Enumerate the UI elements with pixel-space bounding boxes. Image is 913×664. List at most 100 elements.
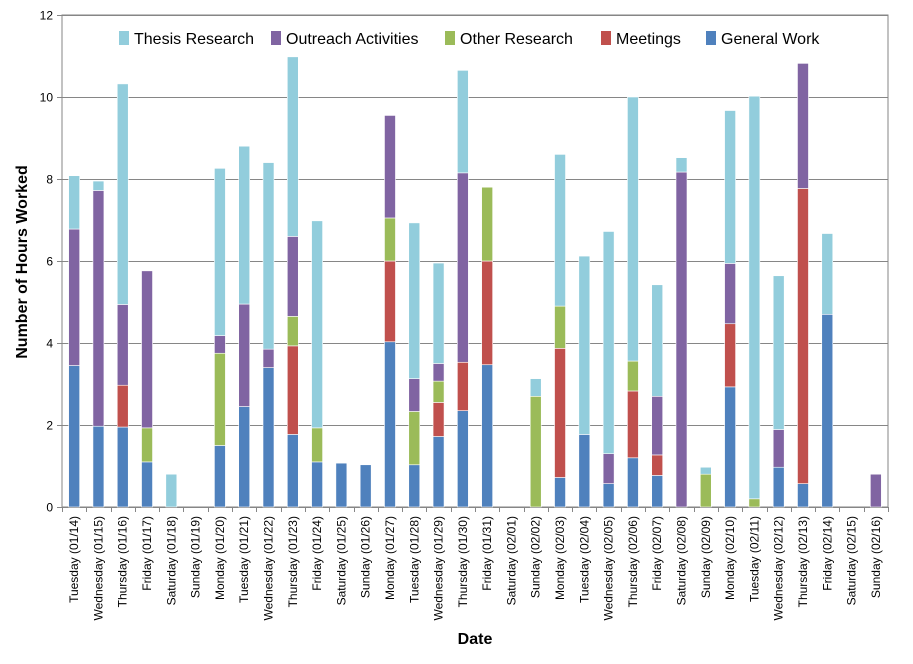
x-tick-label: Sunday (01/19) [189, 516, 203, 598]
bar-segment-other-research: Thursday (01/23) — Other Research: 0.72 [286, 316, 299, 347]
y-tick-label: 12 [40, 9, 54, 23]
y-tick-label: 8 [46, 173, 53, 187]
bar-segment-other-research: Thursday (02/06) — Other Research: 0.73 [627, 360, 639, 392]
bar-segment-thesis-research: Thursday (02/06) — Thesis Research: 6.44 [627, 96, 639, 362]
y-tick-label: 4 [46, 337, 53, 351]
x-tick-label: Sunday (02/09) [699, 516, 713, 598]
bar-segment-general-work: Wednesday (02/12) — General Work: 0.97 [772, 466, 785, 508]
bar-segment-general-work: Monday (02/03) — General Work: 0.72 [554, 477, 566, 508]
bar-segment-general-work: Friday (01/31) — General Work: 3.47 [481, 364, 493, 508]
bar-segment-thesis-research: Tuesday (02/04) — Thesis Research: 4.35 [578, 255, 591, 435]
x-tick-label: Wednesday (02/12) [772, 516, 786, 621]
axes: 0 2 4 6 8 10 12 Tuesday (01/14) Wednesday (01/15… [40, 9, 889, 621]
bar-segment-general-work: Wednesday (01/15) — General Work: 1.97 [92, 425, 105, 508]
bar-segment-general-work: Thursday (02/13) — General Work: 0.57 [797, 483, 809, 508]
bar-segment-other-research: Friday (01/17) — Other Research: 0.83 [141, 427, 153, 463]
bar-segment-outreach-activities: Wednesday (02/05) — Outreach Activities:… [602, 453, 615, 484]
bar-segment-meetings: Thursday (01/16) — Meetings: 1.02 [116, 384, 129, 428]
x-tick-label: Monday (01/27) [383, 516, 397, 600]
legend-label: Meetings [616, 31, 681, 48]
bar-segment-other-research: Tuesday (02/11) — Other Research: 0.2 [748, 498, 761, 508]
bar-segment-general-work: Wednesday (02/05) — General Work: 0.57 [602, 483, 615, 508]
bar-segment-general-work: Tuesday (01/28) — General Work: 1.03 [408, 464, 421, 508]
x-tick-label: Saturday (02/01) [504, 516, 518, 605]
x-tick-label: Thursday (01/16) [116, 516, 130, 607]
legend-swatch-meetings [601, 31, 611, 45]
bar-segment-general-work: Thursday (01/23) — General Work: 1.77 [286, 434, 299, 508]
bar-segment-meetings: Thursday (01/30) — Meetings: 1.18 [457, 361, 469, 411]
x-tick-label: Saturday (01/25) [334, 516, 348, 605]
x-tick-label: Tuesday (02/04) [577, 516, 591, 603]
x-tick-label: Monday (02/10) [723, 516, 737, 600]
bar-segment-general-work: Tuesday (02/04) — General Work: 1.77 [578, 434, 591, 508]
y-tick-label: 2 [46, 419, 53, 433]
bar-segment-meetings: Friday (02/07) — Meetings: 0.5 [651, 454, 664, 476]
bar-segment-meetings: Wednesday (01/29) — Meetings: 0.83 [432, 402, 445, 437]
bar-segment-thesis-research: Wednesday (02/12) — Thesis Research: 3.7… [772, 275, 785, 430]
x-axis-title: Date [458, 631, 493, 648]
bar-segment-general-work: Tuesday (01/21) — General Work: 2.45 [238, 406, 251, 508]
bar-segment-meetings: Friday (01/31) — Meetings: 2.53 [481, 260, 493, 366]
bar-segment-general-work: Friday (01/17) — General Work: 1.1 [141, 461, 153, 508]
bar-segment-general-work: Monday (01/27) — General Work: 4.03 [384, 341, 396, 508]
x-tick-label: Sunday (02/16) [869, 516, 883, 598]
x-tick-label: Wednesday (02/05) [602, 516, 616, 621]
legend-swatch-other-research [445, 31, 455, 45]
bar-segment-meetings: Monday (02/03) — Meetings: 3.15 [554, 348, 566, 478]
legend-swatch-general-work [706, 31, 716, 45]
x-tick-label: Tuesday (01/28) [407, 516, 421, 603]
bar-segment-general-work: Saturday (01/25) — General Work: 1.07 [335, 462, 348, 508]
legend-swatch-thesis-research [119, 31, 129, 45]
x-tick-label: Thursday (02/06) [626, 516, 640, 607]
bar-segment-thesis-research: Monday (02/03) — Thesis Research: 3.7 [554, 154, 566, 307]
bar-segment-other-research: Sunday (02/09) — Other Research: 0.8 [699, 473, 712, 508]
bar-segment-thesis-research: Wednesday (02/05) — Thesis Research: 5.4… [602, 231, 615, 454]
x-tick-label: Tuesday (02/11) [747, 516, 761, 602]
bar-segment-outreach-activities: Wednesday (01/22) — Outreach Activities:… [262, 348, 275, 368]
bar-segment-general-work: Thursday (01/30) — General Work: 2.35 [457, 410, 469, 508]
x-tick-label: Friday (01/24) [310, 516, 324, 591]
x-tick-label: Friday (01/31) [480, 516, 494, 591]
legend: Thesis Research Outreach Activities Other … [119, 31, 820, 48]
bar-segment-general-work: Monday (02/10) — General Work: 2.93 [724, 386, 736, 508]
x-tick-label: Monday (02/03) [553, 516, 567, 600]
bar-segment-thesis-research: Monday (02/10) — Thesis Research: 3.73 [724, 110, 736, 264]
bar-segment-thesis-research: Friday (02/07) — Thesis Research: 2.72 [651, 284, 664, 397]
x-tick-label: Wednesday (01/29) [432, 516, 446, 621]
bar-segment-thesis-research: Tuesday (01/21) — Thesis Research: 3.85 [238, 145, 251, 305]
bar-segment-general-work: Monday (01/20) — General Work: 1.5 [214, 445, 226, 508]
bar-segment-thesis-research: Tuesday (01/28) — Thesis Research: 3.8 [408, 222, 421, 379]
legend-swatch-outreach-activities [271, 31, 281, 45]
x-tick-label: Friday (02/07) [650, 516, 664, 591]
bar-segment-outreach-activities: Thursday (01/16) — Outreach Activities: … [116, 304, 129, 386]
bar-segment-outreach-activities: Wednesday (01/15) — Outreach Activities:… [92, 190, 105, 427]
bar-segment-outreach-activities: Tuesday (01/14) — Outreach Activities: 3… [68, 228, 80, 366]
bar-segment-thesis-research: Saturday (02/08) — Thesis Research: 0.35 [675, 157, 688, 173]
bar-segment-other-research: Friday (01/31) — Other Research: 1.8 [481, 186, 493, 262]
gridlines [61, 14, 889, 508]
bar-segment-outreach-activities: Saturday (02/08) — Outreach Activities: … [675, 171, 688, 508]
legend-label: Outreach Activities [286, 31, 419, 48]
bar-segment-thesis-research: Sunday (02/02) — Thesis Research: 0.43 [529, 378, 542, 397]
bar-segment-thesis-research: Friday (02/14) — Thesis Research: 1.97 [821, 233, 834, 315]
bar-segment-thesis-research: Tuesday (01/14) — Thesis Research: 1.3 [68, 175, 80, 230]
y-tick-label: 0 [46, 501, 53, 515]
legend-label: Thesis Research [134, 31, 254, 48]
bar-segment-other-research: Tuesday (01/28) — Other Research: 1.3 [408, 411, 421, 466]
bar-segment-general-work: Thursday (02/06) — General Work: 1.2 [627, 457, 639, 508]
x-tick-label: Thursday (01/30) [456, 516, 470, 607]
bar-segment-thesis-research: Saturday (01/18) — Thesis Research: 0.8 [165, 473, 178, 508]
bar-segment-other-research: Monday (01/20) — Other Research: 2.25 [214, 352, 226, 446]
bar-segment-outreach-activities: Wednesday (02/12) — Outreach Activities:… [772, 429, 785, 468]
bar-segment-thesis-research: Friday (01/24) — Thesis Research: 5.05 [311, 220, 323, 429]
bar-segment-thesis-research: Wednesday (01/22) — Thesis Research: 4.5… [262, 162, 275, 350]
bar-segment-outreach-activities: Sunday (02/16) — Outreach Activities: 0.… [870, 473, 882, 508]
bar-segment-thesis-research: Thursday (01/16) — Thesis Research: 5.38 [116, 83, 129, 305]
x-tick-label: Sunday (02/02) [529, 516, 543, 598]
bar-segment-thesis-research: Thursday (01/23) — Thesis Research: 4.38 [286, 56, 299, 237]
bars: Tuesday (01/14) — General Work: 3.45Tues… [68, 56, 882, 508]
x-tick-label: Sunday (01/26) [359, 516, 373, 598]
bar-segment-meetings: Thursday (02/13) — Meetings: 7.2 [797, 188, 809, 484]
x-tick-label: Wednesday (01/22) [262, 516, 276, 621]
x-tick-label: Saturday (02/15) [845, 516, 859, 605]
